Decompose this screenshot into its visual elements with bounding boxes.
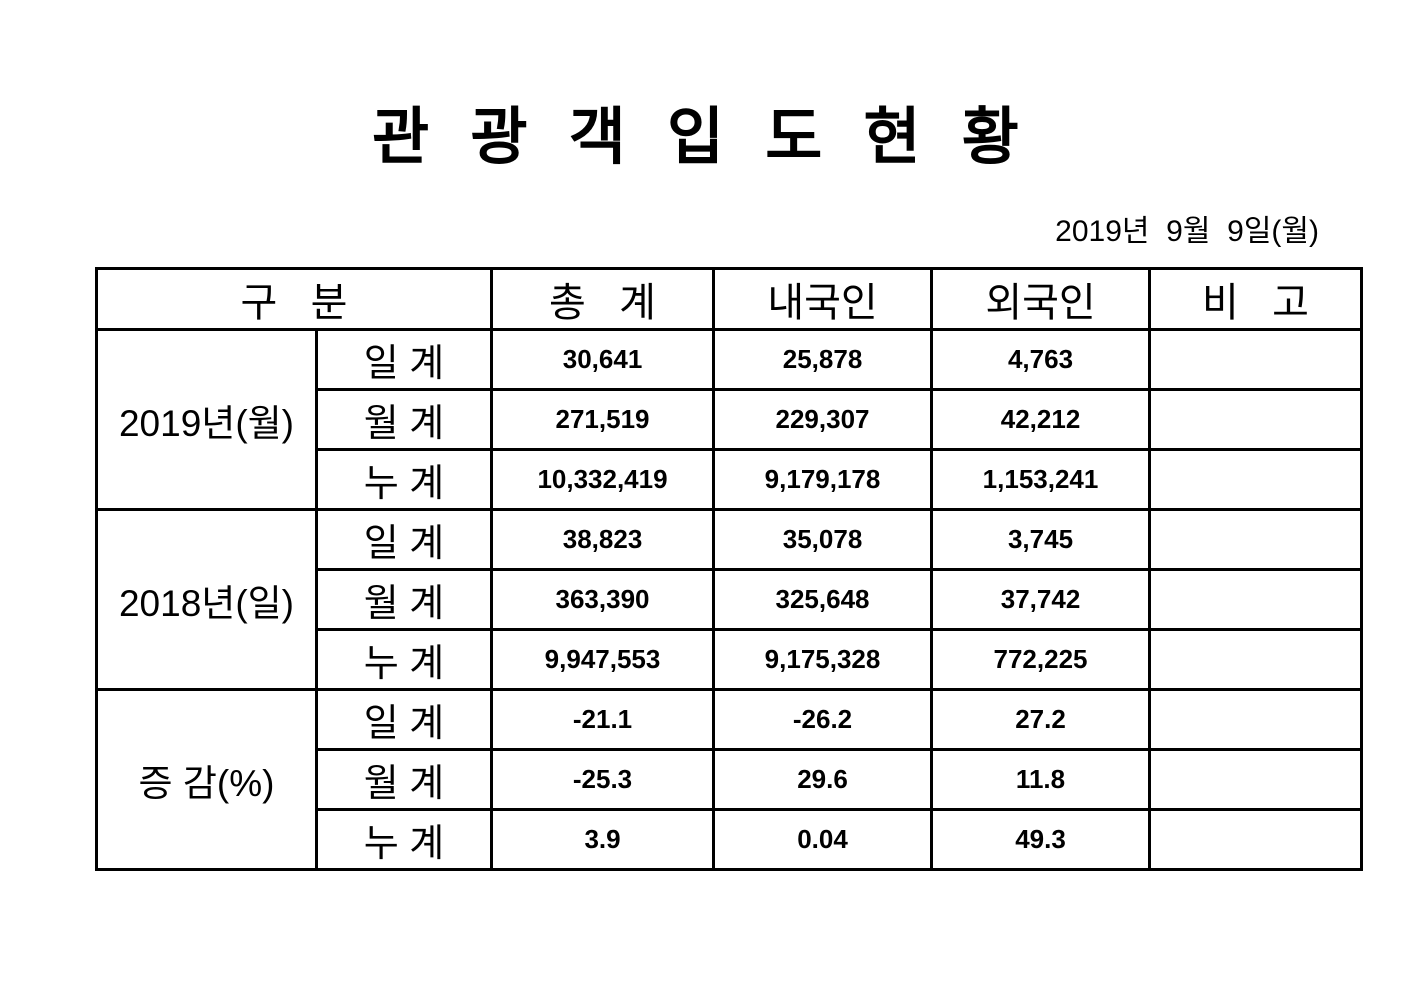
table-row: 월 계 -25.3 29.6 11.8 [97,748,1364,811]
cell-remarks [1148,388,1364,451]
cell-total: 38,823 [490,508,716,571]
cell-domestic: 9,175,328 [712,628,934,691]
cell-foreign: 42,212 [930,388,1152,451]
cell-domestic: 9,179,178 [712,448,934,511]
cell-total: 9,947,553 [490,628,716,691]
cell-domestic: 325,648 [712,568,934,631]
row-type-label: 누 계 [314,628,494,691]
row-type-label: 누 계 [314,448,494,511]
group-label-change: 증 감(%) [95,688,318,871]
cell-foreign: 1,153,241 [930,448,1152,511]
table-row: 월 계 363,390 325,648 37,742 [97,568,1364,631]
header-total: 총 계 [490,267,716,331]
cell-foreign: 3,745 [930,508,1152,571]
cell-foreign: 49.3 [930,808,1152,871]
page-title: 관 광 객 입 도 현 황 [372,103,1031,172]
table-row: 2019년(월) 일 계 30,641 25,878 4,763 [95,328,1364,511]
cell-total: 30,641 [490,328,716,391]
header-row: 구 분 총 계 내국인 외국인 비 고 [94,267,1364,331]
cell-total: 3.9 [490,808,716,871]
cell-remarks [1148,328,1364,391]
cell-domestic: 35,078 [712,508,934,571]
table-row: 증 감(%) 일 계 -21.1 -26.2 27.2 [95,688,1364,871]
cell-remarks [1148,508,1364,571]
cell-foreign: 11.8 [930,748,1152,811]
cell-domestic: 0.04 [712,808,934,871]
table-row: 누 계 9,947,553 9,175,328 772,225 [97,628,1364,691]
cell-foreign: 4,763 [930,328,1152,391]
cell-total: -21.1 [490,688,716,751]
table-row: 누 계 10,332,419 9,179,178 1,153,241 [97,448,1364,511]
row-type-label: 누 계 [314,808,494,871]
cell-remarks [1148,628,1364,691]
row-type-label: 월 계 [314,568,494,631]
header-foreign: 외국인 [930,267,1152,331]
header-category: 구 분 [94,267,494,331]
row-type-label: 일 계 [314,688,494,751]
cell-foreign: 27.2 [930,688,1152,751]
cell-total: 271,519 [490,388,716,451]
cell-domestic: -26.2 [712,688,934,751]
cell-remarks [1148,688,1364,751]
group-label-2019: 2019년(월) [95,328,318,511]
cell-foreign: 37,742 [930,568,1152,631]
group-label-2018: 2018년(일) [95,508,318,691]
table-row: 2018년(일) 일 계 38,823 35,078 3,745 [95,508,1364,691]
cell-domestic: 29.6 [712,748,934,811]
cell-total: 10,332,419 [490,448,716,511]
cell-total: 363,390 [490,568,716,631]
cell-domestic: 25,878 [712,328,934,391]
row-type-label: 월 계 [314,748,494,811]
row-type-label: 일 계 [314,508,494,571]
cell-remarks [1148,808,1364,871]
date-line: 2019년 9월 9일(월) [1055,215,1319,248]
cell-remarks [1148,568,1364,631]
row-type-label: 일 계 [314,328,494,391]
row-type-label: 월 계 [314,388,494,451]
cell-total: -25.3 [490,748,716,811]
table-row: 누 계 3.9 0.04 49.3 [97,808,1364,871]
header-domestic: 내국인 [712,267,934,331]
cell-remarks [1148,448,1364,511]
tourist-arrival-table: 구 분 총 계 내국인 외국인 비 고 2019년(월) 일 계 30,641 … [94,267,1364,871]
cell-domestic: 229,307 [712,388,934,451]
table-row: 월 계 271,519 229,307 42,212 [97,388,1364,451]
cell-foreign: 772,225 [930,628,1152,691]
header-remarks: 비 고 [1148,267,1364,331]
cell-remarks [1148,748,1364,811]
